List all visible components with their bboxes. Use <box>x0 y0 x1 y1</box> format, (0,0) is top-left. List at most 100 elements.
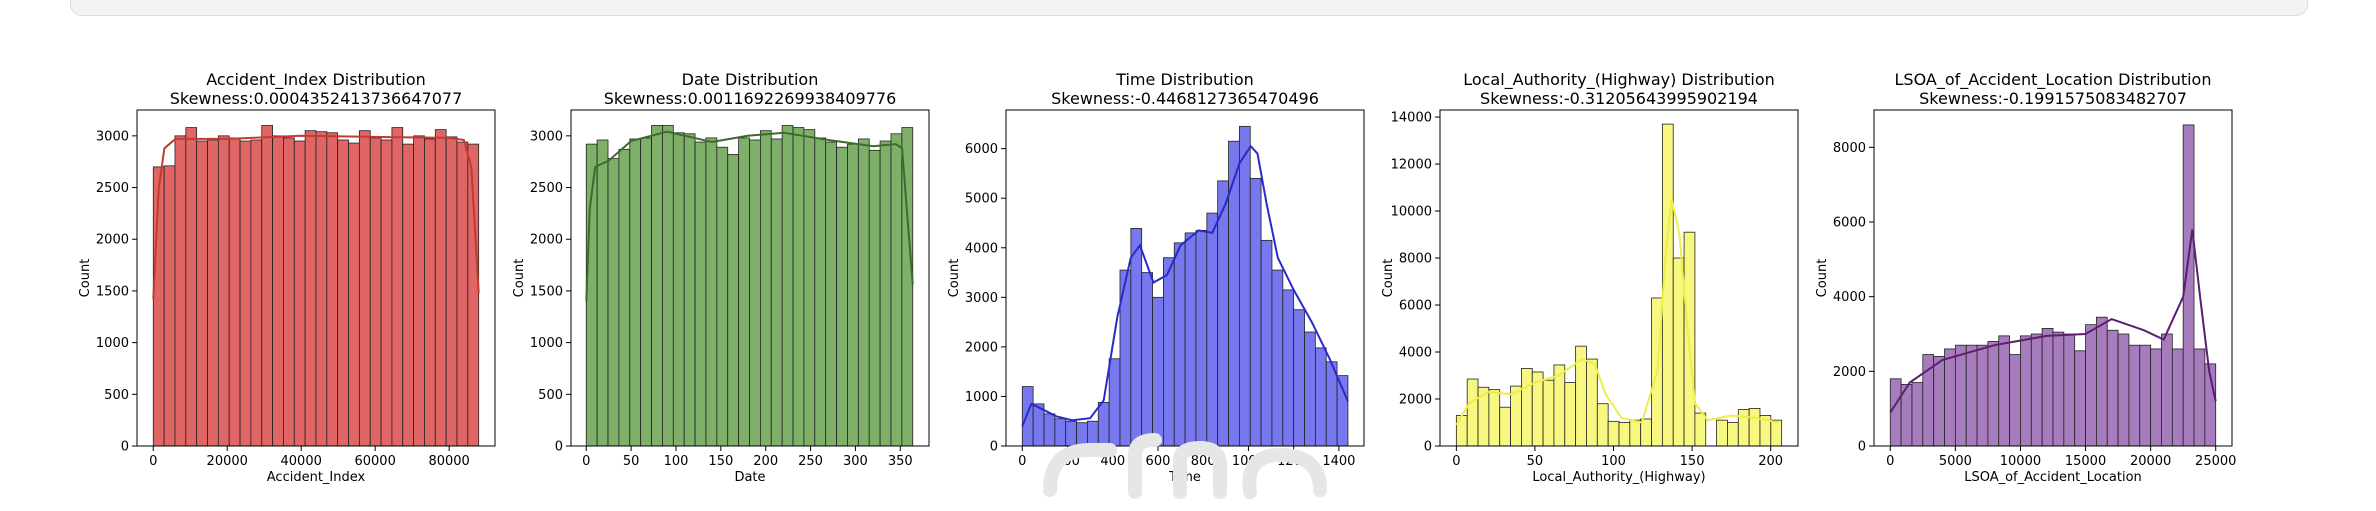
x-tick-label: 0 <box>582 454 590 469</box>
plot-frame <box>1873 109 2233 447</box>
histogram-bar <box>2030 333 2043 447</box>
y-tick-label: 14000 <box>1391 111 1432 126</box>
histogram-bar <box>879 140 892 447</box>
kde-line <box>585 130 914 302</box>
histogram-bar <box>358 130 371 447</box>
chart-4: 0 50 100 150 2000200040006000800010000120001… <box>1381 70 1799 485</box>
histogram-bar <box>1271 269 1284 447</box>
x-tick-label: 15000 <box>2065 454 2106 469</box>
histogram-bar <box>1672 257 1685 447</box>
histogram-bar <box>1889 378 1902 447</box>
histogram-bar <box>847 143 859 447</box>
histogram-bar <box>1987 341 2000 447</box>
histogram-bar <box>2052 331 2065 447</box>
chart-3: 0 200 400 600 800 1000 1200 1400010002000300040… <box>947 70 1365 485</box>
x-tick-label: 200 <box>753 454 778 469</box>
y-tick-label: 500 <box>104 388 129 403</box>
histogram-bar <box>445 136 458 447</box>
y-tick-label: 3000 <box>96 129 129 144</box>
y-tick-label: 6000 <box>965 142 998 157</box>
histogram-bar <box>1488 389 1501 447</box>
histogram-bar <box>672 132 685 447</box>
histogram-bar <box>716 146 729 447</box>
histogram-bar <box>1152 296 1164 447</box>
histogram-bar <box>2095 316 2108 447</box>
histogram-bar <box>217 135 230 447</box>
y-tick-label: 2500 <box>530 181 563 196</box>
histogram-bar <box>1195 230 1208 447</box>
y-tick-label: 8000 <box>1399 252 1432 267</box>
x-tick-label: 0 <box>1452 454 1460 469</box>
histogram-bar <box>337 139 349 447</box>
histogram-bar <box>694 141 707 447</box>
histogram-bar <box>662 125 674 447</box>
histogram-bar <box>1998 335 2011 447</box>
x-axis-label: Date <box>734 470 765 485</box>
histogram-bar <box>2085 324 2097 447</box>
y-tick-label: 0 <box>1858 440 1866 455</box>
histogram-bar <box>1293 309 1305 447</box>
x-tick-label: 0 <box>149 454 157 469</box>
histogram-bar <box>239 140 252 447</box>
chart-5: 0 5000 10000 15000 20000 25000 0 2000 4000 6000 80… <box>1815 70 2236 485</box>
histogram-bar <box>1944 348 1956 447</box>
histogram-bar <box>391 127 404 447</box>
histogram-bar <box>651 125 663 447</box>
y-tick-label: 4000 <box>965 241 998 256</box>
y-tick-label: 1500 <box>530 284 563 299</box>
x-tick-label: 350 <box>888 454 913 469</box>
chart-2: 0 50 100 150 200 250 300 350 0 500 1000 1500 2000 250… <box>512 70 930 485</box>
histogram-bar <box>380 139 393 447</box>
histogram-bar <box>1618 422 1631 447</box>
histogram-bar <box>261 125 273 447</box>
histogram-bar <box>1130 228 1143 447</box>
histogram-bar <box>836 146 848 447</box>
histogram-bar <box>424 138 436 447</box>
histogram-bar <box>759 130 772 447</box>
watermark-logo <box>1043 433 1327 499</box>
x-tick-label: 40000 <box>281 454 322 469</box>
y-tick-label: 10000 <box>1391 205 1432 220</box>
x-tick-label: 100 <box>1601 454 1626 469</box>
x-tick-label: 5000 <box>1939 454 1972 469</box>
y-tick-label: 1500 <box>96 284 129 299</box>
histogram-bar <box>1607 420 1620 447</box>
chart-1: 0 20000 40000 60000 80000 0 500 1000 1500 2000 250… <box>78 70 496 485</box>
histogram-bar <box>1141 272 1153 447</box>
histogram-bar <box>1542 379 1555 447</box>
y-axis-label: Count <box>947 259 962 298</box>
x-tick-label: 0 <box>1886 454 1894 469</box>
histogram-bar <box>434 129 447 447</box>
x-tick-label: 100 <box>664 454 689 469</box>
x-tick-label: 20000 <box>2130 454 2171 469</box>
histogram-bar <box>2009 354 2021 447</box>
histogram-bar <box>1304 331 1316 447</box>
histogram-bar <box>2193 348 2206 447</box>
histogram-bar <box>1716 419 1728 447</box>
histogram-bar <box>618 148 631 447</box>
chart-subtitle: Skewness:-0.4468127365470496 <box>1051 89 1319 108</box>
histogram-bar <box>2041 327 2054 447</box>
kde-line <box>1455 199 1779 426</box>
y-tick-label: 2000 <box>1399 393 1432 408</box>
histogram-bar <box>1629 419 1642 447</box>
y-tick-label: 2000 <box>530 233 563 248</box>
histogram-bar <box>1911 382 1924 447</box>
histogram-bar <box>1521 368 1533 447</box>
histogram-bar <box>705 137 718 447</box>
histogram-bar <box>1282 289 1295 447</box>
histogram-bar <box>228 137 241 447</box>
histogram-bar <box>1455 415 1468 447</box>
histogram-bar <box>163 165 176 447</box>
histogram-bar <box>1228 140 1240 447</box>
histogram-bar <box>293 140 306 447</box>
histogram-bar <box>207 139 219 447</box>
kde-line <box>152 134 480 300</box>
y-tick-label: 4000 <box>1833 290 1866 305</box>
histogram-bar <box>738 137 750 447</box>
kde-line <box>1889 229 2217 413</box>
histogram-bar <box>1933 355 1945 447</box>
chart-subtitle: Skewness:-0.1991575083482707 <box>1919 89 2187 108</box>
histogram-bar <box>890 133 903 447</box>
